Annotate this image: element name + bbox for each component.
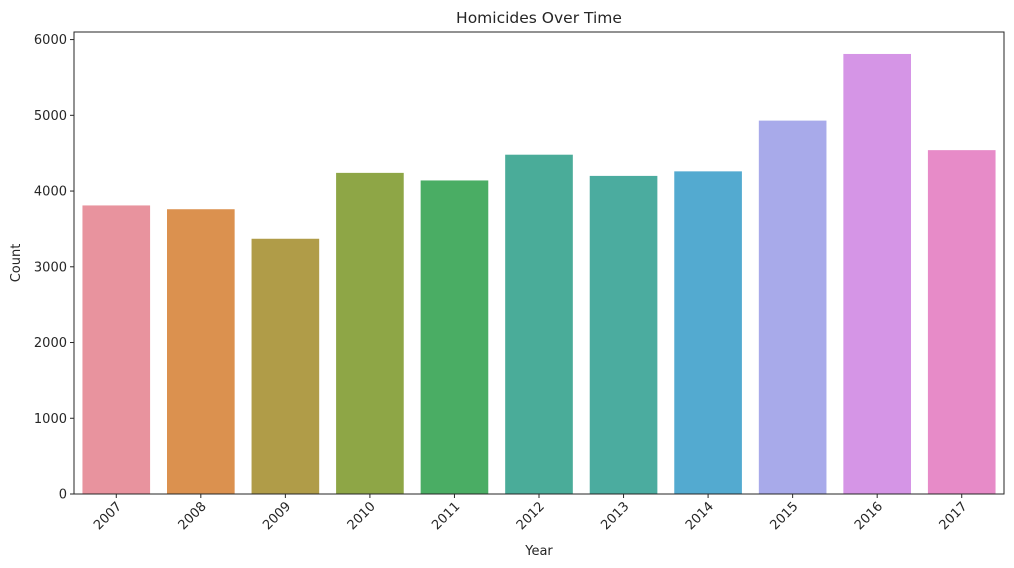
- x-tick-label: 2013: [598, 499, 632, 533]
- x-tick-label: 2008: [176, 499, 210, 533]
- bar-2015: [758, 120, 827, 495]
- x-tick-label: 2017: [937, 499, 971, 533]
- chart-title: Homicides Over Time: [456, 9, 622, 27]
- x-tick-label: 2015: [767, 499, 801, 533]
- y-tick-label: 3000: [34, 260, 67, 275]
- y-tick-label: 1000: [34, 412, 67, 427]
- bar-2016: [843, 53, 911, 495]
- bar-2008: [167, 209, 235, 495]
- bar-2009: [251, 238, 320, 494]
- x-axis-label: Year: [524, 544, 553, 559]
- bars-group: [82, 53, 996, 495]
- x-tick-label: 2010: [345, 499, 379, 533]
- bar-2010: [336, 172, 404, 494]
- x-tick-label: 2014: [683, 499, 717, 533]
- x-axis-ticks: 2007 2008 2009 2010 2011 2012 2013 2014 2015 2016…: [91, 494, 971, 533]
- y-axis-label: Count: [9, 244, 24, 283]
- y-axis-ticks: 0 1000 2000 3000 4000 5000 6000: [34, 33, 74, 503]
- y-tick-label: 2000: [34, 336, 67, 351]
- x-tick-label: 2011: [429, 499, 463, 533]
- plot-frame: [73, 31, 1005, 495]
- bar-2007: [82, 205, 151, 494]
- y-tick-label: 6000: [34, 33, 67, 48]
- x-tick-label: 2016: [852, 499, 886, 533]
- bar-2014: [674, 171, 742, 495]
- x-tick-label: 2012: [514, 499, 548, 533]
- y-tick-label: 5000: [34, 109, 67, 124]
- x-tick-label: 2009: [260, 499, 294, 533]
- bar-2013: [589, 175, 658, 494]
- bar-2017: [927, 150, 996, 494]
- x-tick-label: 2007: [91, 499, 125, 533]
- y-tick-label: 4000: [34, 185, 67, 200]
- bar-2011: [420, 180, 489, 494]
- y-tick-label: 0: [59, 488, 67, 503]
- bar-2012: [505, 154, 573, 494]
